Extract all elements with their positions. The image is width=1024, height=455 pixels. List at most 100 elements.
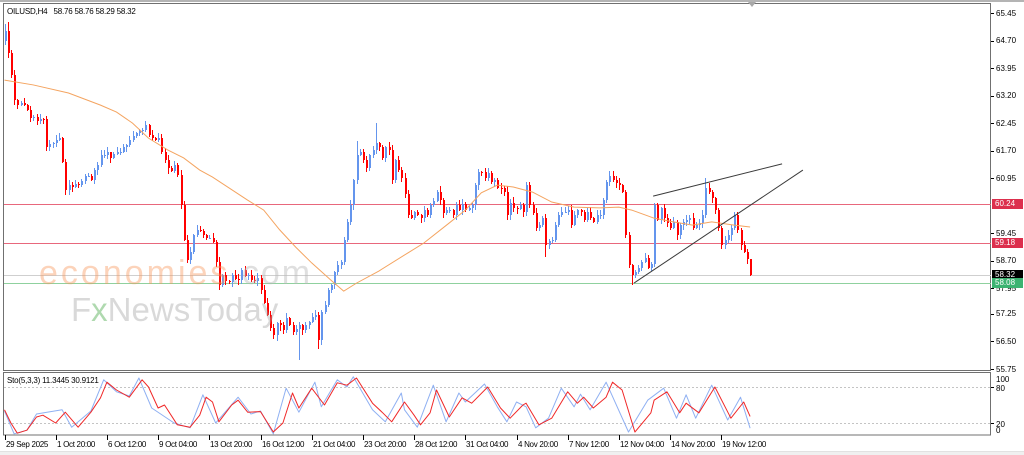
candle-body: [725, 240, 727, 245]
stochastic-axis-label: 20: [996, 419, 1005, 429]
candle-body: [363, 152, 365, 160]
candle-body: [379, 143, 381, 147]
candle-body: [11, 53, 13, 75]
candle-body: [85, 176, 87, 181]
time-axis-label: 14 Nov 20:00: [671, 440, 715, 449]
candle-body: [632, 265, 634, 275]
candle-body: [613, 176, 615, 180]
candle-body: [574, 215, 576, 225]
stochastic-indicator-label: Sto(5,3,3) 11.3445 30.9121: [7, 376, 99, 385]
chart-shift-marker-icon[interactable]: [748, 2, 756, 7]
candle-wick: [581, 209, 582, 216]
candle-body: [225, 275, 227, 281]
candle-body: [417, 212, 419, 215]
candle-body: [241, 270, 243, 280]
candle-body: [504, 188, 506, 192]
candle-body: [149, 125, 151, 135]
candle-body: [14, 75, 16, 100]
candle-body: [65, 162, 67, 190]
candle-wick: [280, 320, 281, 331]
candle-body: [325, 305, 327, 312]
candle-body: [184, 205, 186, 240]
time-axis-label: 29 Sep 2025: [6, 440, 49, 449]
price-axis-label: 62.45: [996, 118, 1017, 128]
candle-body: [609, 176, 611, 182]
candle-body: [680, 225, 682, 235]
support-level-58-08-label: 58.08: [992, 278, 1023, 289]
candle-body: [293, 325, 295, 332]
wedge-lower-trendline[interactable]: [633, 169, 804, 284]
candle-body: [126, 145, 128, 147]
price-axis-label: 65.45: [996, 8, 1017, 18]
candle-body: [376, 143, 378, 150]
candle-body: [411, 215, 413, 218]
candle-body: [69, 185, 71, 190]
candle-wick: [53, 142, 54, 148]
candle-wick: [376, 123, 377, 154]
candle-body: [705, 188, 707, 215]
candle-body: [517, 208, 519, 209]
stochastic-axis-label: 100: [996, 375, 1010, 384]
price-axis-label: 63.20: [996, 91, 1017, 101]
candle-body: [696, 225, 698, 228]
candle-body: [216, 242, 218, 262]
symbol-timeframe: OILUSD,H4: [7, 7, 48, 16]
candle-body: [453, 210, 455, 215]
candle-body: [369, 155, 371, 168]
candle-body: [283, 325, 285, 330]
candle-body: [49, 144, 51, 147]
candle-body: [421, 215, 423, 218]
candle-body: [721, 228, 723, 245]
candle-body: [635, 272, 637, 275]
candle-body: [219, 262, 221, 285]
trendlines[interactable]: [633, 163, 804, 284]
candle-body: [331, 285, 333, 290]
candle-body: [344, 240, 346, 262]
candle-body: [465, 204, 467, 210]
candle-body: [494, 180, 496, 182]
candle-body: [561, 212, 563, 215]
candle-body: [235, 275, 237, 279]
time-axis-label: 9 Oct 04:00: [159, 440, 198, 449]
candle-body: [251, 275, 253, 280]
candle-body: [475, 185, 477, 205]
candle-body: [750, 259, 752, 275]
candle-body: [715, 198, 717, 210]
candles: [5, 22, 752, 360]
candle-body: [382, 147, 384, 158]
candle-body: [62, 138, 64, 162]
price-axis-label: 64.70: [996, 36, 1017, 46]
candle-wick: [248, 273, 249, 280]
stochastic-pane[interactable]: [3, 372, 991, 436]
candle-body: [747, 252, 749, 259]
candle-wick: [421, 214, 422, 223]
candle-body: [584, 212, 586, 220]
candle-body: [741, 230, 743, 245]
price-axis-label: 60.95: [996, 173, 1017, 183]
candle-body: [181, 175, 183, 205]
candle-body: [373, 150, 375, 155]
candle-body: [213, 238, 215, 242]
candle-wick: [43, 118, 44, 124]
candle-body: [366, 160, 368, 168]
candle-body: [145, 125, 147, 130]
candle-wick: [200, 226, 201, 232]
candle-body: [5, 31, 7, 41]
candle-wick: [59, 133, 60, 141]
horizontal-levels[interactable]: [4, 204, 991, 284]
candle-body: [299, 325, 301, 329]
candle-body: [254, 280, 256, 281]
candle-body: [552, 240, 554, 241]
price-axis-label: 59.45: [996, 228, 1017, 238]
candle-body: [654, 205, 656, 264]
candle-body: [341, 262, 343, 265]
ohlc-values: 58.76 58.76 58.29 58.32: [53, 7, 136, 16]
candle-body: [510, 203, 512, 215]
candle-body: [8, 31, 10, 53]
candle-body: [539, 225, 541, 228]
candle-body: [558, 215, 560, 225]
current-price-line-label: 58.32: [992, 269, 1023, 280]
wedge-upper-trendline[interactable]: [653, 163, 783, 197]
candle-body: [693, 218, 695, 228]
